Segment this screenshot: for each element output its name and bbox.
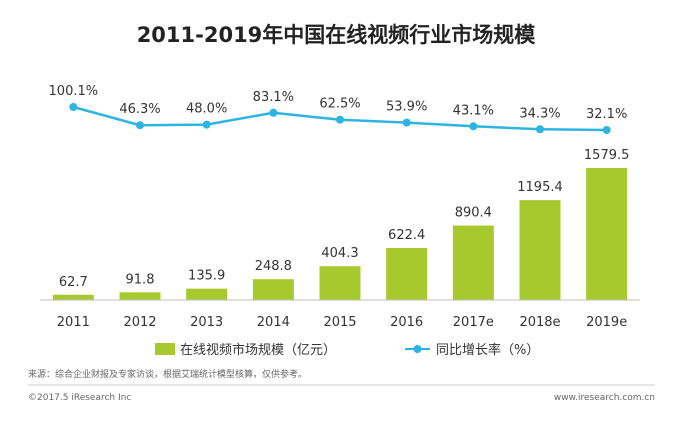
chart-title: 2011-2019年中国在线视频行业市场规模 [137, 23, 537, 47]
growth-point-2017e [469, 122, 478, 131]
growth-label-2013: 48.0% [186, 102, 227, 117]
growth-label-2011: 100.1% [49, 84, 99, 99]
x-tick-2011: 2011 [57, 315, 90, 330]
bar-2012 [119, 292, 161, 300]
bar-2016 [386, 247, 428, 300]
growth-label-2017e: 43.1% [453, 103, 494, 118]
bar-value-label-2017e: 890.4 [455, 206, 492, 221]
growth-label-2015: 62.5% [319, 97, 360, 112]
x-tick-2018e: 2018e [519, 315, 560, 330]
bar-value-label-2015: 404.3 [321, 246, 358, 261]
x-tick-2019e: 2019e [586, 315, 627, 330]
legend-bar-label: 在线视频市场规模（亿元） [180, 342, 336, 358]
growth-label-2014: 83.1% [253, 90, 294, 105]
bar-2011 [52, 294, 94, 300]
bar-value-label-2016: 622.4 [388, 228, 425, 243]
x-tick-2014: 2014 [257, 315, 290, 330]
bar-2014 [252, 279, 294, 300]
bar-value-label-2019e: 1579.5 [584, 148, 630, 163]
growth-label-2012: 46.3% [119, 102, 160, 117]
x-tick-2012: 2012 [123, 315, 156, 330]
x-tick-2015: 2015 [323, 315, 356, 330]
growth-point-2019e [602, 126, 611, 134]
bar-value-label-2012: 91.8 [126, 272, 155, 287]
growth-point-2012 [136, 121, 144, 130]
legend-bar-swatch [155, 343, 175, 355]
growth-label-2018e: 34.3% [519, 106, 560, 121]
copyright: ©2017.5 iResearch Inc [28, 393, 131, 403]
x-tick-2017e: 2017e [453, 315, 494, 330]
legend-line-marker [413, 345, 422, 353]
growth-point-2013 [202, 120, 211, 129]
growth-point-2011 [69, 103, 78, 111]
bar-2017e [452, 225, 494, 300]
growth-point-2016 [402, 118, 411, 127]
bar-value-label-2013: 135.9 [188, 269, 225, 284]
bar-2013 [186, 288, 228, 300]
bar-value-label-2018e: 1195.4 [517, 180, 563, 195]
growth-point-2015 [336, 115, 344, 124]
growth-label-2019e: 32.1% [586, 107, 627, 122]
bar-2019e [586, 168, 628, 300]
bar-value-label-2014: 248.8 [255, 259, 292, 274]
x-tick-2013: 2013 [190, 315, 223, 330]
website: www.iresearch.com.cn [554, 393, 655, 403]
legend-line-label: 同比增长率（%） [436, 342, 539, 358]
growth-line-layer: 100.1% 46.3% 48.0% 83.1% 62.5% 53.9% 43.1% 34.3… [49, 84, 627, 134]
x-tick-layer: 2011 2012 2013 2014 2015 2016 2017e 2018e 2019e [57, 315, 627, 330]
growth-label-2016: 53.9% [386, 100, 427, 115]
x-tick-2016: 2016 [390, 315, 423, 330]
bar-2015 [319, 266, 361, 300]
growth-point-2018e [536, 125, 544, 134]
bar-2018e [519, 200, 561, 300]
bar-value-label-2011: 62.7 [59, 275, 88, 290]
growth-point-2014 [269, 108, 278, 117]
source-note: 来源：综合企业财报及专家访谈，根据艾瑞统计模型核算，仅供参考。 [28, 368, 307, 380]
bar-layer: 62.7 91.8 135.9 248.8 404.3 622.4 890.4 1195.4 1… [52, 148, 630, 300]
